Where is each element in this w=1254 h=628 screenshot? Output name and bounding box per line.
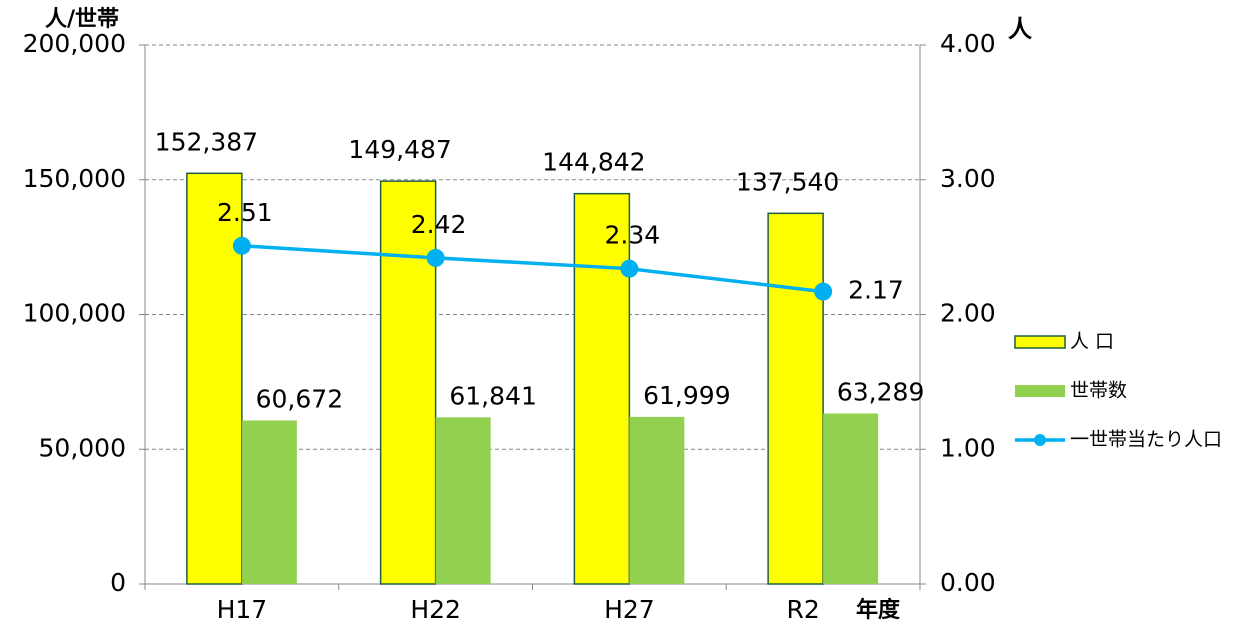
- data-label: 2.17: [848, 276, 904, 305]
- y2-axis-label: 人: [1008, 15, 1032, 43]
- legend-swatch: [1034, 434, 1046, 446]
- x-axis-label: 年度: [856, 597, 901, 623]
- legend-label: 世帯数: [1070, 380, 1127, 402]
- data-label: 2.34: [605, 221, 661, 250]
- data-label: 2.51: [217, 198, 273, 227]
- y-tick-label: 200,000: [23, 29, 126, 58]
- bar: [823, 413, 879, 584]
- data-label: 149,487: [348, 135, 451, 164]
- y2-tick-label: 3.00: [940, 164, 996, 193]
- point: [426, 248, 445, 267]
- bar: [241, 420, 297, 584]
- y-tick-label: 150,000: [23, 164, 126, 193]
- y2-tick-label: 4.00: [940, 29, 996, 58]
- line: [241, 244, 824, 294]
- legend-swatch: [1015, 385, 1065, 397]
- bar: [435, 417, 491, 584]
- legend-label: 人 口: [1070, 331, 1114, 353]
- x-tick-label: H17: [217, 595, 268, 624]
- legend-swatch: [1014, 335, 1066, 349]
- bar: [186, 172, 243, 585]
- data-label: 61,841: [449, 381, 536, 410]
- data-label: 2.42: [411, 210, 467, 239]
- x-tick-label: R2: [786, 595, 819, 624]
- data-label: 137,540: [736, 167, 839, 196]
- legend-label: 一世帯当たり人口: [1070, 429, 1222, 451]
- data-label: 144,842: [542, 148, 645, 177]
- point: [620, 259, 639, 278]
- data-label: 60,672: [256, 384, 343, 413]
- data-label: 63,289: [837, 377, 924, 406]
- y-tick-label: 0: [110, 568, 126, 597]
- y-tick-label: 100,000: [23, 299, 126, 328]
- y2-tick-label: 0.00: [940, 568, 996, 597]
- data-label: 152,387: [155, 127, 258, 156]
- x-tick-label: H22: [410, 595, 461, 624]
- x-tick-label: H27: [604, 595, 655, 624]
- data-label: 61,999: [643, 381, 730, 410]
- bar: [629, 416, 685, 584]
- bar: [767, 212, 824, 585]
- bar: [573, 192, 631, 585]
- point: [232, 236, 251, 255]
- y2-tick-label: 1.00: [940, 433, 996, 462]
- point: [814, 282, 833, 301]
- y-tick-label: 50,000: [39, 433, 126, 462]
- y2-tick-label: 2.00: [940, 299, 996, 328]
- y-axis-label: 人/世帯: [45, 6, 119, 32]
- bar: [379, 180, 437, 585]
